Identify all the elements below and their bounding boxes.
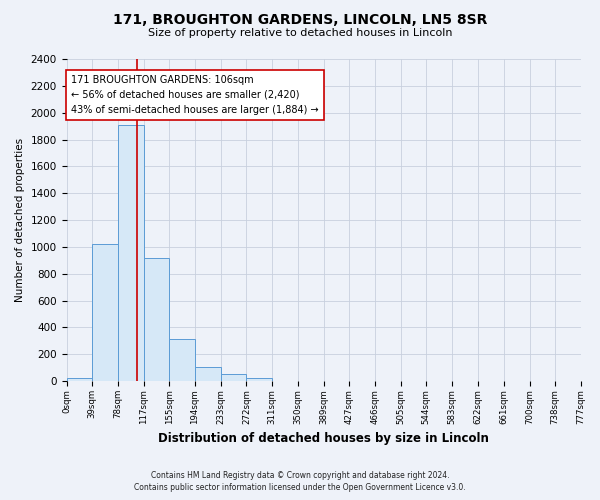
Bar: [118, 125, 144, 381]
Bar: [221, 374, 247, 381]
Bar: [67, 378, 92, 381]
Text: 171 BROUGHTON GARDENS: 106sqm
← 56% of detached houses are smaller (2,420)
43% o: 171 BROUGHTON GARDENS: 106sqm ← 56% of d…: [71, 75, 319, 114]
Bar: [92, 244, 118, 381]
Bar: [247, 378, 272, 381]
Text: Contains HM Land Registry data © Crown copyright and database right 2024.
Contai: Contains HM Land Registry data © Crown c…: [134, 471, 466, 492]
Y-axis label: Number of detached properties: Number of detached properties: [15, 138, 25, 302]
Bar: [144, 258, 169, 381]
Text: 171, BROUGHTON GARDENS, LINCOLN, LN5 8SR: 171, BROUGHTON GARDENS, LINCOLN, LN5 8SR: [113, 12, 487, 26]
Bar: [195, 367, 221, 381]
X-axis label: Distribution of detached houses by size in Lincoln: Distribution of detached houses by size …: [158, 432, 489, 445]
Text: Size of property relative to detached houses in Lincoln: Size of property relative to detached ho…: [148, 28, 452, 38]
Bar: [169, 339, 195, 381]
